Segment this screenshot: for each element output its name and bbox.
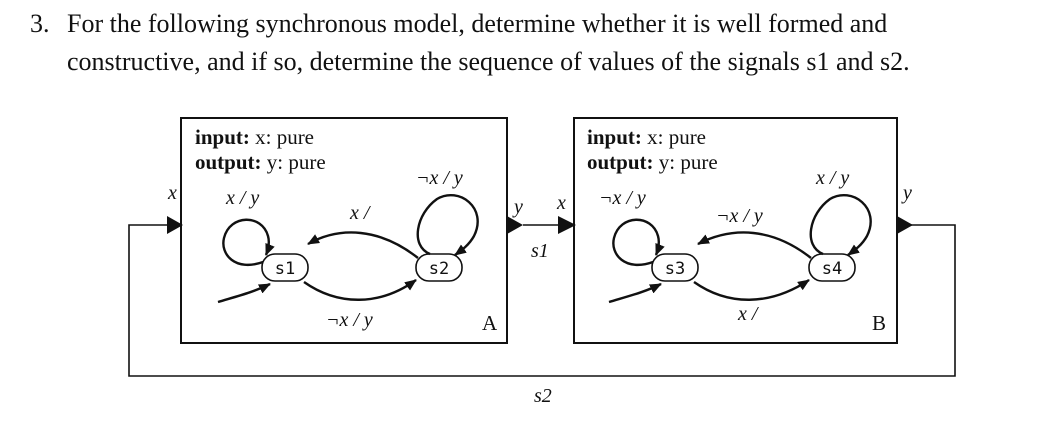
problem-line-2: constructive, and if so, determine the s…: [67, 47, 910, 76]
machine-b-output-decl: output: y: pure: [587, 150, 718, 174]
label-s4-to-s3: ¬x / y: [716, 205, 763, 227]
b-input-label: x: [556, 192, 566, 214]
label-s3-self: ¬x / y: [599, 187, 646, 209]
problem-number: 3.: [30, 9, 50, 38]
machine-a-output-decl: output: y: pure: [195, 150, 326, 174]
machine-a-output-port: [507, 216, 523, 234]
state-s2: [415, 253, 463, 282]
state-s3-label: s3: [665, 259, 685, 279]
self-loop-s2: [416, 193, 479, 256]
b-output-label: y: [901, 182, 912, 204]
label-s2-to-s1: x /: [349, 202, 372, 224]
machine-a-input-port: [167, 216, 183, 234]
edge-s4-to-s3: [697, 231, 812, 259]
state-s1-label: s1: [275, 259, 295, 279]
label-s3-to-s4: x /: [737, 303, 760, 325]
signal-s1-label: s1: [531, 240, 549, 262]
machine-b-name: B: [872, 311, 886, 335]
machine-b-input-port: [558, 216, 576, 234]
label-s2-self: ¬x / y: [416, 167, 463, 189]
state-s3: [651, 253, 699, 282]
machine-a-input-decl: input: x: pure: [195, 125, 314, 149]
feedback-wire-s2: [128, 224, 956, 377]
self-loop-s3: [612, 218, 665, 267]
a-input-label: x: [167, 182, 177, 204]
edge-s3-to-s4: [693, 279, 810, 301]
state-s4: [808, 253, 856, 282]
self-loop-s4: [809, 193, 872, 256]
state-s1: [261, 253, 309, 282]
label-s4-self: x / y: [815, 167, 849, 189]
label-s1-self: x / y: [225, 187, 259, 209]
label-s1-to-s2: ¬x / y: [326, 309, 373, 331]
problem-line-1: For the following synchronous model, det…: [67, 9, 888, 38]
self-loop-s1: [222, 218, 275, 267]
edge-s1-to-s2: [303, 279, 417, 301]
machine-b-output-port: [897, 216, 913, 234]
edge-s2-to-s1: [307, 231, 419, 259]
machine-b-input-decl: input: x: pure: [587, 125, 706, 149]
initial-arrow-s3: [608, 282, 662, 304]
state-s2-label: s2: [429, 259, 449, 279]
initial-arrow-s1: [217, 282, 271, 304]
signal-s2-label: s2: [534, 385, 552, 407]
machine-a-name: A: [482, 311, 498, 335]
a-output-label: y: [512, 196, 523, 218]
state-s4-label: s4: [822, 259, 842, 279]
